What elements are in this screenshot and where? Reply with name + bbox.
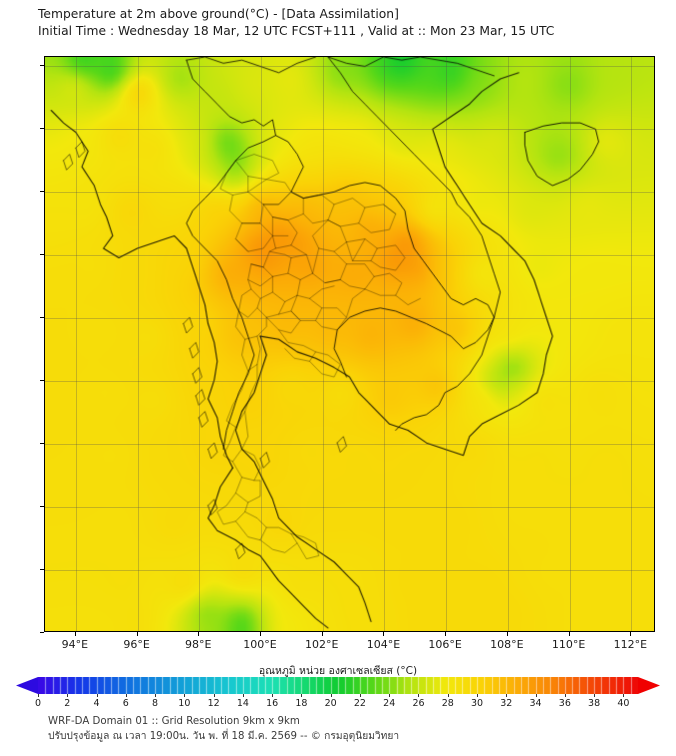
- colorbar-tick: [213, 694, 215, 697]
- colorbar-tick-label: 18: [295, 698, 308, 709]
- longitude-tick-mark: [568, 632, 570, 636]
- longitude-tick-label: 94°E: [61, 638, 89, 651]
- latitude-tick-mark: [40, 65, 44, 67]
- colorbar-high-cap-icon: [638, 677, 660, 694]
- chart-title-block: Temperature at 2m above ground(°C) - [Da…: [38, 6, 658, 40]
- colorbar-tick-label: 0: [34, 698, 42, 709]
- colorbar-tick: [242, 694, 244, 697]
- longitude-tick-label: 112°E: [613, 638, 648, 651]
- colorbar-tick: [67, 694, 69, 697]
- colorbar-tick: [535, 694, 537, 697]
- colorbar-tick-label: 26: [412, 698, 425, 709]
- colorbar-tick-label: 2: [64, 698, 71, 709]
- longitude-tick-mark: [630, 632, 632, 636]
- longitude-tick-label: 102°E: [304, 638, 339, 651]
- latitude-tick-mark: [40, 191, 44, 193]
- latitude-tick-mark: [40, 443, 44, 445]
- longitude-tick-label: 104°E: [366, 638, 401, 651]
- temperature-heatmap-canvas: [45, 57, 654, 631]
- colorbar-tick-label: 4: [93, 698, 100, 709]
- longitude-tick-mark: [260, 632, 261, 636]
- colorbar-tick: [155, 694, 157, 697]
- latitude-tick-mark: [40, 380, 44, 382]
- colorbar-tick: [389, 694, 391, 697]
- longitude-tick-label: 110°E: [551, 638, 586, 651]
- longitude-tick-mark: [198, 632, 200, 636]
- longitude-tick-mark: [74, 632, 76, 636]
- colorbar-tick: [330, 694, 332, 697]
- colorbar-tick-label: 8: [152, 698, 159, 709]
- latitude-tick-mark: [40, 254, 44, 256]
- colorbar-tick: [125, 694, 127, 697]
- longitude-tick-mark: [506, 632, 508, 636]
- longitude-tick-mark: [445, 632, 447, 636]
- colorbar-tick-label: 30: [470, 698, 484, 709]
- chart-title-line2: Initial Time : Wednesday 18 Mar, 12 UTC …: [38, 24, 555, 38]
- footer-block: WRF-DA Domain 01 :: Grid Resolution 9km …: [48, 714, 648, 744]
- latitude-tick-mark: [40, 506, 44, 508]
- colorbar-tick-label: 28: [441, 698, 454, 709]
- colorbar-tick-label: 40: [617, 698, 630, 709]
- colorbar-tick-label: 36: [558, 698, 571, 709]
- longitude-tick-label: 108°E: [490, 638, 524, 651]
- colorbar-low-cap-icon: [16, 677, 38, 694]
- colorbar-tick-label: 22: [353, 698, 366, 709]
- colorbar: อุณหภูมิ หน่วย องศาเซลเซียส (°C) 0 2 4 6 8 10…: [0, 662, 676, 709]
- colorbar-tick-label: 34: [529, 698, 542, 709]
- longitude-tick-label: 96°E: [123, 638, 150, 651]
- colorbar-tick-label: 24: [383, 698, 396, 709]
- colorbar-tick-label: 20: [324, 698, 337, 709]
- longitude-tick-label: 106°E: [428, 638, 462, 651]
- chart-title-line1: Temperature at 2m above ground(°C) - [Da…: [38, 7, 399, 21]
- colorbar-tick: [184, 694, 186, 697]
- colorbar-tick: [506, 694, 508, 697]
- latitude-tick-mark: [40, 632, 44, 633]
- colorbar-gradient-strip: [38, 677, 638, 694]
- latitude-tick-mark: [40, 317, 44, 319]
- longitude-tick-label: 98°E: [185, 638, 212, 651]
- colorbar-tick: [594, 694, 596, 697]
- longitude-tick-label: 100°E: [243, 638, 277, 651]
- latitude-tick-mark: [40, 569, 44, 571]
- longitude-tick-mark: [136, 632, 138, 636]
- colorbar-tick-label: 38: [588, 698, 601, 709]
- colorbar-tick: [38, 694, 39, 697]
- colorbar-tick-label: 16: [266, 698, 279, 709]
- colorbar-tick-label: 12: [207, 698, 220, 709]
- footer-line-credit: ปรับปรุงข้อมูล ณ เวลา 19:00น. วัน พ. ที่…: [48, 731, 400, 742]
- colorbar-tick: [272, 694, 274, 697]
- latitude-tick-mark: [40, 128, 44, 130]
- colorbar-tick-label: 10: [178, 698, 191, 709]
- temperature-map-figure: [44, 56, 655, 632]
- colorbar-tick: [623, 694, 625, 697]
- colorbar-tick: [477, 694, 479, 697]
- colorbar-tick-label: 32: [500, 698, 513, 709]
- longitude-tick-mark: [383, 632, 385, 636]
- colorbar-tick: [447, 694, 449, 697]
- longitude-tick-mark: [321, 632, 323, 636]
- colorbar-tick: [301, 694, 303, 697]
- colorbar-tick-label: 14: [236, 698, 249, 709]
- colorbar-tick-label: 6: [122, 698, 129, 709]
- colorbar-tick: [96, 694, 98, 697]
- colorbar-title: อุณหภูมิ หน่วย องศาเซลเซียส (°C): [258, 665, 418, 677]
- colorbar-tick: [418, 694, 420, 697]
- colorbar-tick: [564, 694, 566, 697]
- colorbar-body: 0 2 4 6 8 10 12 14 16 18 20 22 24 26 28 30 32 34 36 38 40: [16, 677, 660, 709]
- footer-line-model: WRF-DA Domain 01 :: Grid Resolution 9km …: [48, 716, 300, 727]
- colorbar-tick: [359, 694, 361, 697]
